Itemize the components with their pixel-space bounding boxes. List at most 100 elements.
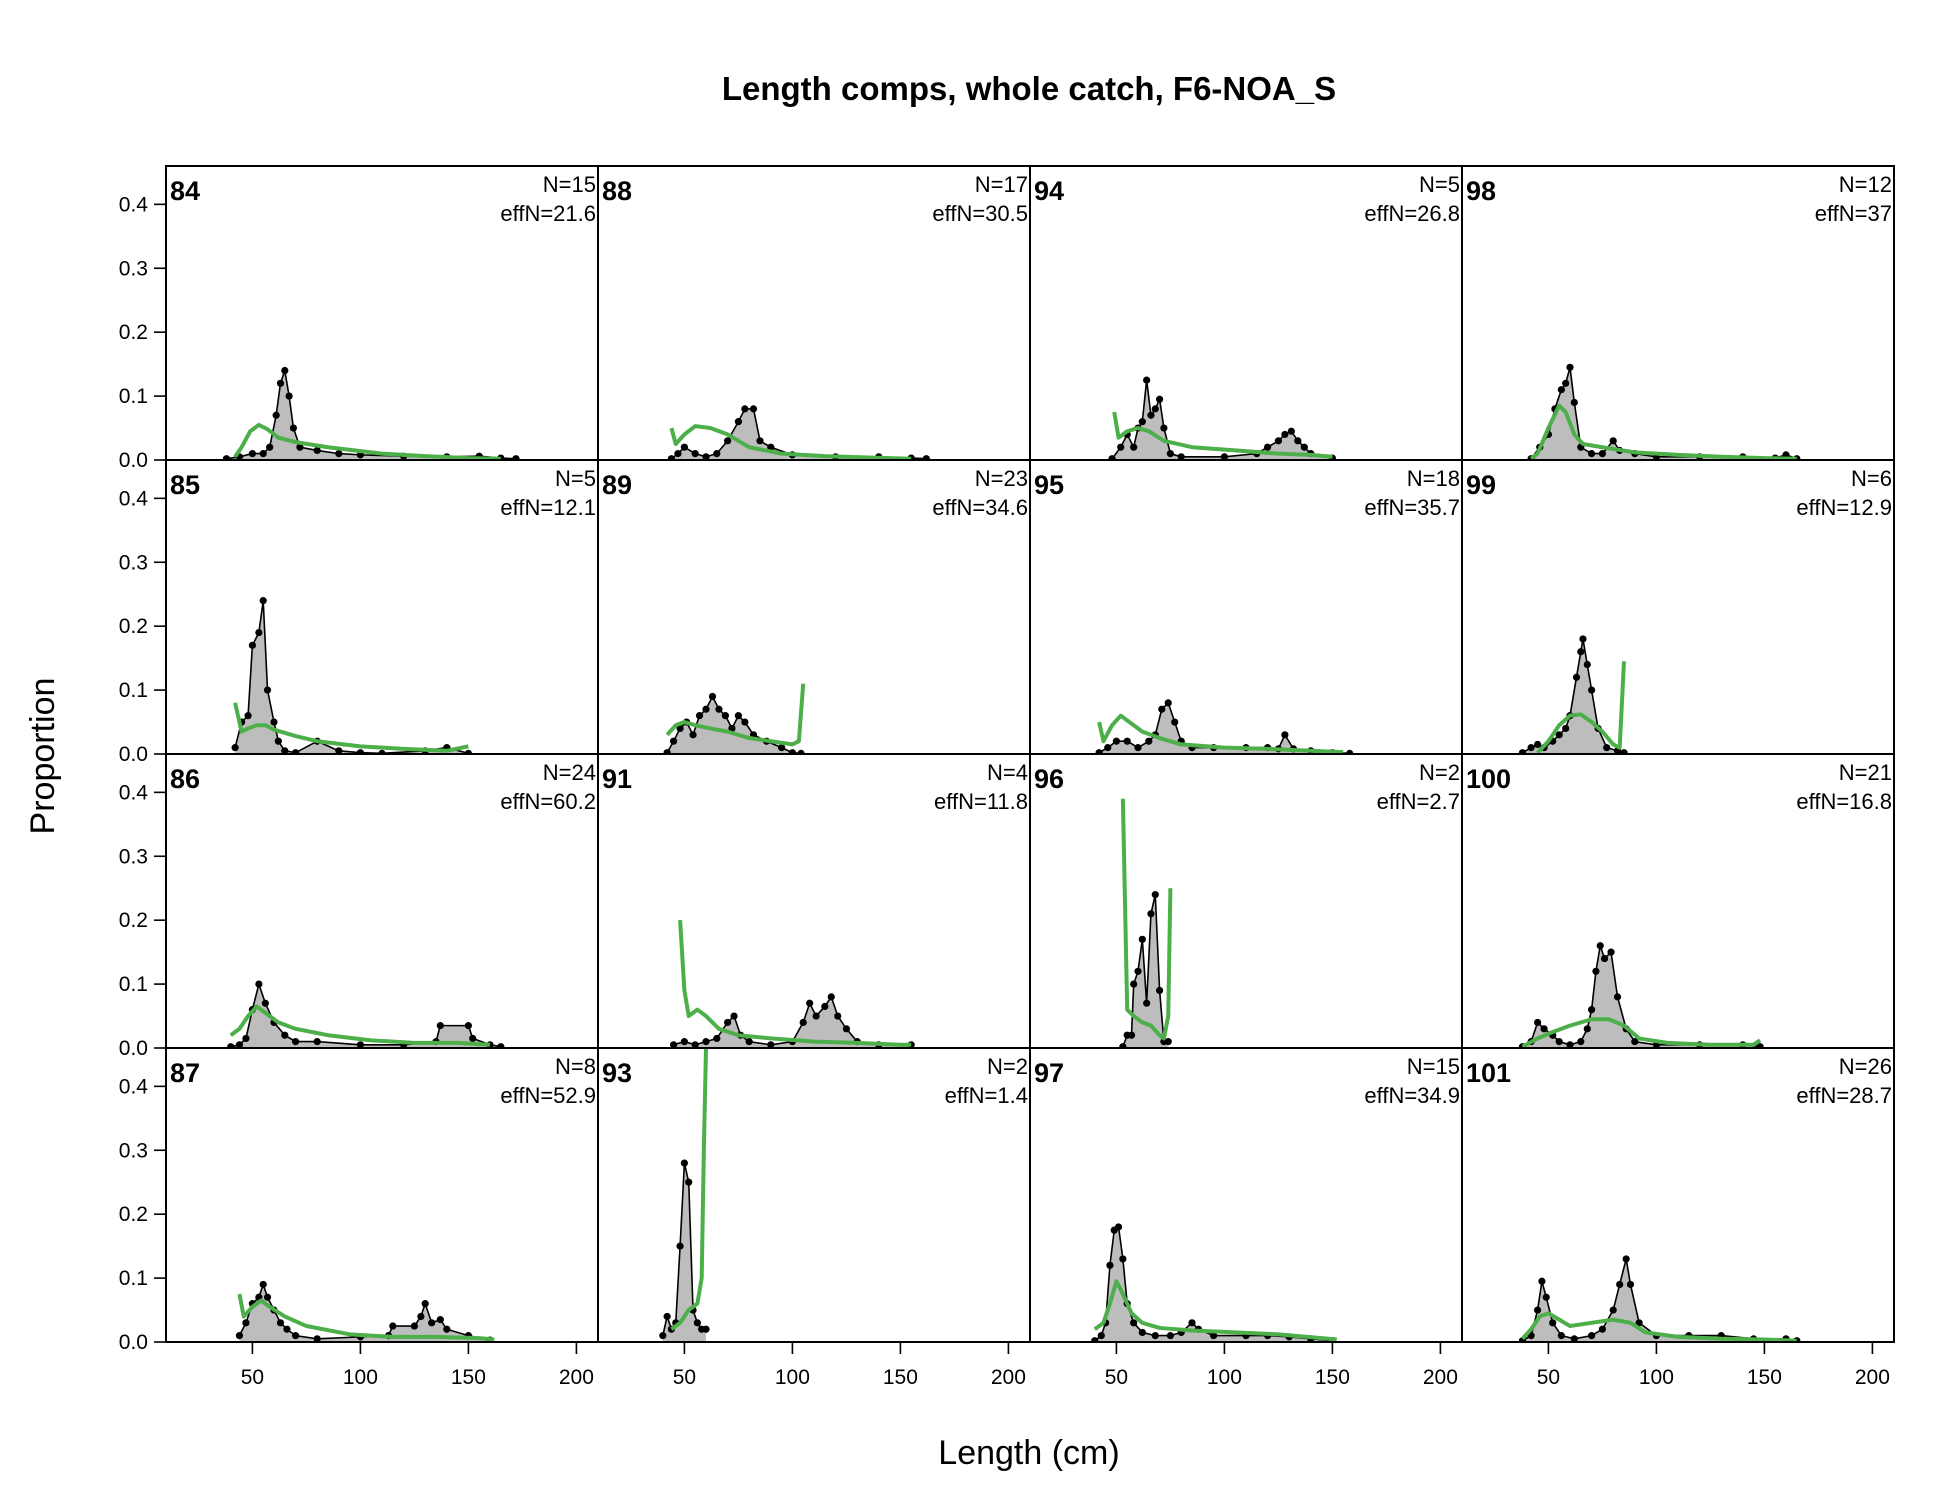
expected-line xyxy=(1521,1017,1762,1048)
observed-point xyxy=(1626,1280,1635,1289)
observed-point xyxy=(767,1041,775,1048)
observed-point xyxy=(827,993,835,1001)
observed-line xyxy=(670,408,927,460)
panel-n: N=5 xyxy=(1419,172,1460,197)
panel-label: 98 xyxy=(1466,176,1496,206)
observed-point xyxy=(1566,1041,1574,1048)
observed-point xyxy=(276,1319,285,1327)
observed-point xyxy=(1145,737,1153,745)
observed-point xyxy=(443,1325,451,1333)
observed-point xyxy=(728,724,736,733)
observed-point xyxy=(255,980,263,988)
observed-area xyxy=(1099,702,1350,754)
panel-n: N=17 xyxy=(975,172,1028,197)
panel-87 xyxy=(166,1280,598,1342)
observed-point xyxy=(1583,660,1591,669)
observed-point xyxy=(469,1034,477,1043)
observed-point xyxy=(741,405,749,413)
observed-point xyxy=(1570,1335,1578,1342)
panel-label: 96 xyxy=(1034,764,1064,794)
observed-point xyxy=(797,749,805,754)
observed-point xyxy=(263,1293,272,1301)
panel-86 xyxy=(166,980,598,1048)
observed-point xyxy=(1616,1280,1624,1289)
observed-point xyxy=(1588,686,1596,694)
x-tick-label: 150 xyxy=(1315,1366,1350,1389)
y-axis-title: Proportion xyxy=(24,678,62,835)
expected-line xyxy=(669,424,912,460)
observed-point xyxy=(1119,1043,1127,1048)
panel-effn: effN=12.9 xyxy=(1796,495,1892,520)
observed-point xyxy=(1160,424,1168,432)
y-tick-label: 0.1 xyxy=(119,1267,148,1290)
observed-point xyxy=(1123,737,1131,745)
panel-89 xyxy=(598,683,1030,754)
observed-point xyxy=(659,1332,667,1340)
panel-n: N=15 xyxy=(543,172,596,197)
observed-point xyxy=(1151,405,1159,413)
x-tick-label: 200 xyxy=(559,1366,594,1389)
observed-area xyxy=(1522,945,1761,1048)
expected-line xyxy=(665,683,806,747)
panel-n: N=18 xyxy=(1407,466,1460,491)
expected-line xyxy=(233,702,469,753)
y-tick-label: 0.2 xyxy=(119,615,148,638)
observed-point xyxy=(1557,1332,1565,1340)
observed-point xyxy=(289,424,298,432)
observed-point xyxy=(242,1034,250,1043)
observed-point xyxy=(436,1022,444,1030)
expected-line xyxy=(1529,403,1797,460)
expected-line xyxy=(1112,411,1333,459)
observed-point xyxy=(1603,744,1611,752)
panel-n: N=6 xyxy=(1851,466,1892,491)
x-tick-label: 100 xyxy=(1639,1366,1674,1389)
expected-line xyxy=(1093,1279,1337,1342)
observed-point xyxy=(255,628,263,637)
observed-point xyxy=(1583,1025,1591,1033)
observed-point xyxy=(274,737,282,745)
y-tick-label: 0.3 xyxy=(119,1139,148,1162)
observed-point xyxy=(1112,737,1120,745)
observed-point xyxy=(285,392,293,400)
observed-point xyxy=(1130,980,1138,988)
observed-point xyxy=(1143,999,1151,1007)
panel-label: 95 xyxy=(1034,470,1064,500)
x-tick-label: 100 xyxy=(775,1366,810,1389)
panel-effn: effN=34.6 xyxy=(932,495,1028,520)
observed-point xyxy=(1577,1038,1585,1046)
observed-point xyxy=(695,712,704,720)
observed-point xyxy=(1588,1332,1596,1340)
expected-line xyxy=(237,1293,495,1342)
observed-point xyxy=(222,455,231,460)
observed-point xyxy=(1095,749,1103,754)
panel-n: N=12 xyxy=(1839,172,1892,197)
observed-point xyxy=(1117,443,1125,451)
observed-point xyxy=(1177,453,1185,460)
expected-line xyxy=(678,920,912,1047)
observed-area xyxy=(239,1284,490,1342)
panel-n: N=15 xyxy=(1407,1054,1460,1079)
observed-point xyxy=(1274,437,1282,445)
observed-point xyxy=(1164,699,1172,707)
panel-label: 91 xyxy=(602,764,632,794)
observed-point xyxy=(1518,749,1527,754)
observed-point xyxy=(734,712,743,720)
observed-point xyxy=(281,747,289,754)
observed-point xyxy=(1562,379,1570,387)
observed-point xyxy=(721,712,730,720)
observed-point xyxy=(235,1041,244,1048)
expected-line xyxy=(1097,713,1344,754)
panel-n: N=23 xyxy=(975,466,1028,491)
observed-point xyxy=(1138,418,1146,426)
observed-point xyxy=(1588,450,1596,458)
expected-line xyxy=(1520,1311,1797,1342)
x-tick-label: 100 xyxy=(343,1366,378,1389)
observed-point xyxy=(497,1043,505,1048)
observed-point xyxy=(421,1300,429,1308)
observed-point xyxy=(1542,1293,1550,1301)
panel-94 xyxy=(1030,376,1462,460)
observed-point xyxy=(691,450,699,458)
panel-label: 94 xyxy=(1034,176,1064,206)
panel-91 xyxy=(598,920,1030,1048)
